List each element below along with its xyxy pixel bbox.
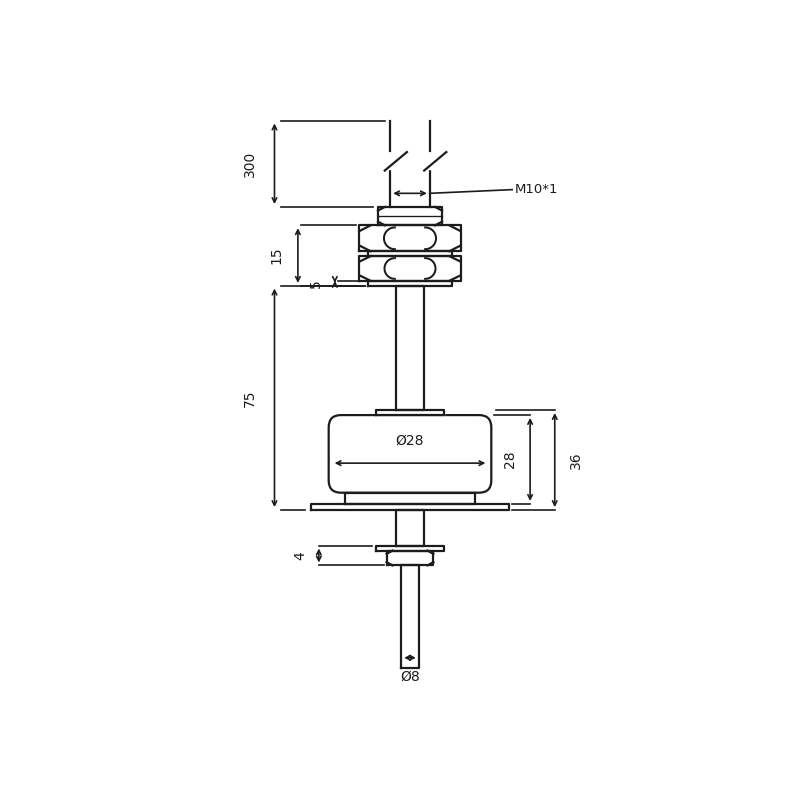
Polygon shape (368, 251, 452, 256)
Polygon shape (397, 286, 423, 410)
Text: Ø28: Ø28 (396, 434, 424, 448)
Polygon shape (402, 566, 418, 668)
Polygon shape (378, 207, 442, 226)
Text: 75: 75 (243, 389, 257, 406)
Text: 4: 4 (294, 551, 307, 560)
Polygon shape (387, 154, 436, 170)
Polygon shape (368, 281, 452, 286)
Text: 15: 15 (270, 246, 283, 264)
Polygon shape (397, 510, 423, 546)
Text: 300: 300 (243, 150, 257, 177)
Polygon shape (375, 546, 445, 550)
FancyBboxPatch shape (329, 415, 491, 493)
Polygon shape (346, 493, 474, 504)
Polygon shape (359, 226, 461, 251)
Text: 28: 28 (503, 450, 518, 468)
Polygon shape (386, 550, 434, 566)
Text: 36: 36 (570, 451, 583, 469)
Polygon shape (311, 504, 509, 510)
Polygon shape (359, 256, 461, 281)
Polygon shape (375, 410, 445, 415)
Text: 5: 5 (310, 279, 323, 288)
Text: Ø8: Ø8 (400, 670, 420, 684)
Text: M10*1: M10*1 (514, 183, 558, 196)
